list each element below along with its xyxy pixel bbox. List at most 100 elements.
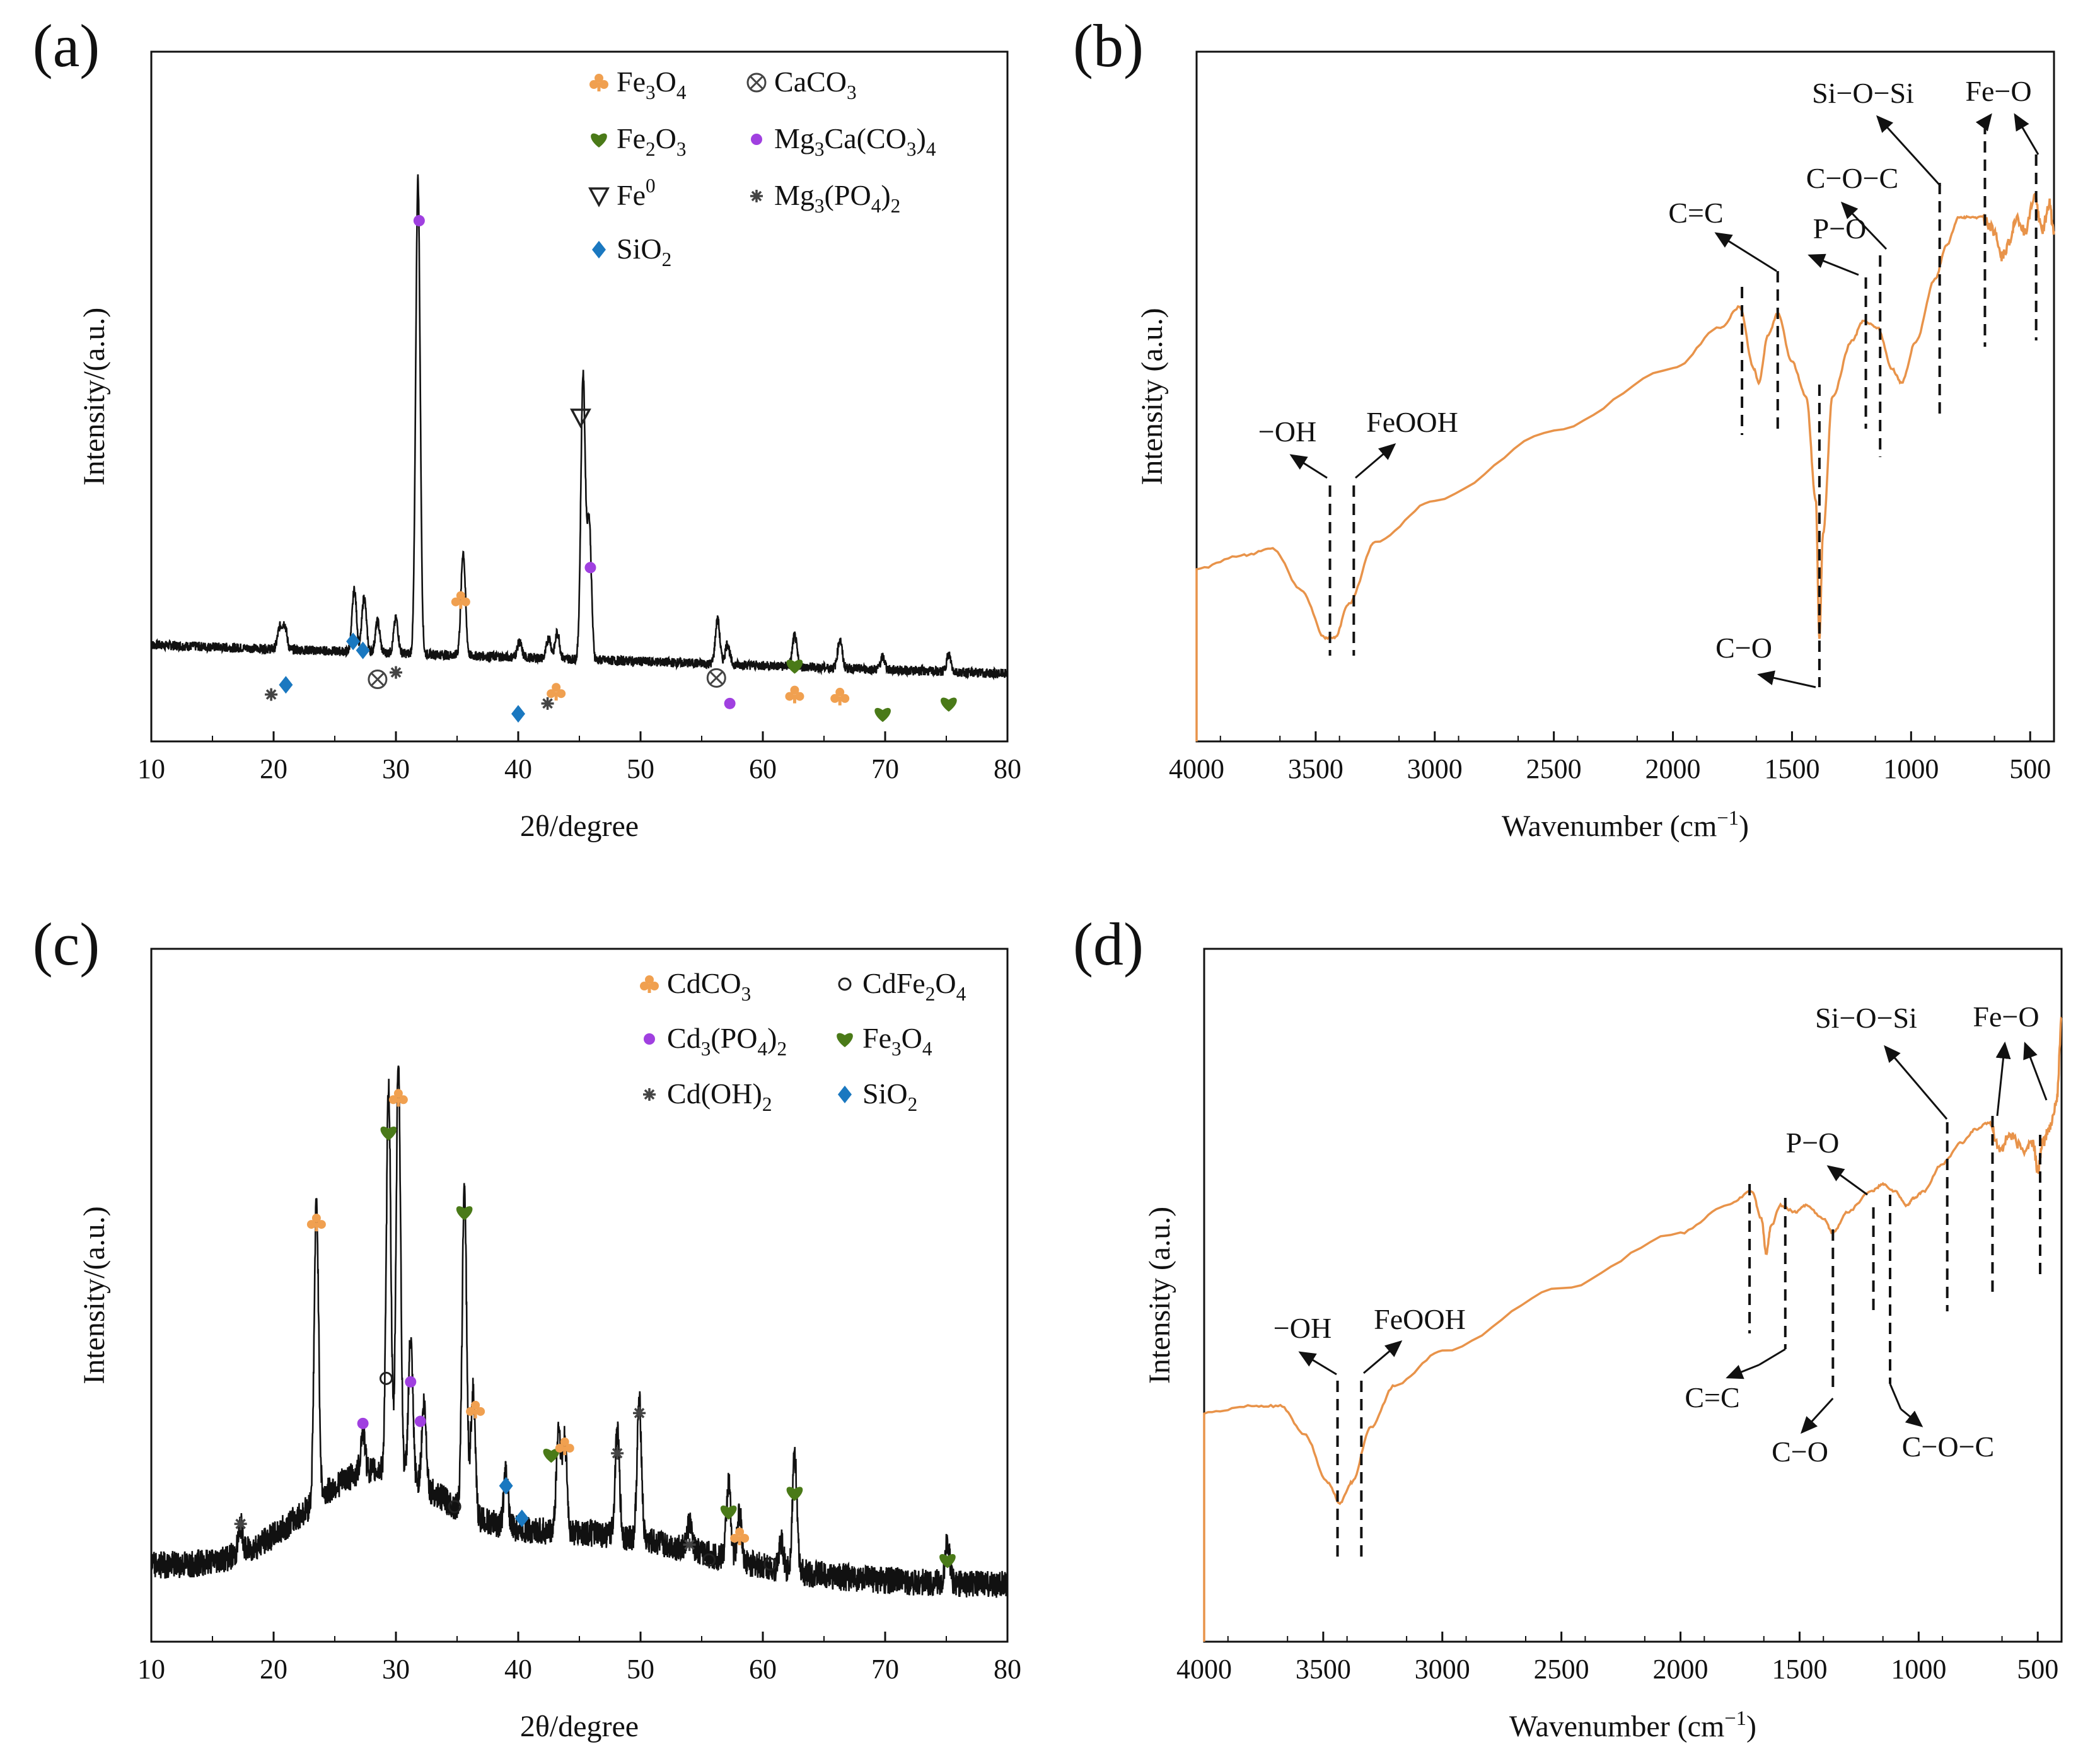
x-tick-label: 4000 [1176,1654,1232,1685]
annotation-line [1889,1383,1902,1410]
peak-marker-club-part [554,692,558,701]
x-tick-label: 2000 [1645,753,1701,784]
peak-marker-club-part [735,1527,745,1536]
legend-label: Fe3O4 [617,66,687,103]
peak-marker-heart [941,697,957,712]
panel-a: (a) 10 20 30 40 50 60 70 80 2θ/degree Intensity/(a… [33,12,1021,843]
peak-marker-circle [763,1557,777,1571]
x-tick-label: 60 [749,753,777,784]
x-tick-label: 20 [260,753,287,784]
legend-symbol-star-rays [750,190,763,202]
peak-marker-otimes-cross [370,672,385,687]
x-axis-label: Wavenumber (cm−1) [1502,807,1749,843]
legend-symbol-club-part [595,74,603,83]
peak-marker-star-rays [683,1538,696,1552]
x-tick-label: 3500 [1288,753,1343,784]
peak-marker-club-part [393,1089,403,1098]
peak-marker-club-part [830,693,840,703]
annotation-label: FeOOH [1366,406,1458,438]
peak-marker-club-part [795,692,804,701]
annotation-label: C−O [1715,632,1772,664]
legend: CdCO3 CdFe2O4 Cd3(PO4)2 Fe3O4 Cd(OH)2 SiO2 [640,967,966,1115]
annotation-label: Fe−O [1965,75,2031,107]
x-tick-label: 2000 [1653,1654,1709,1685]
x-tick-label: 40 [504,753,532,784]
annotation-label: −OH [1274,1312,1332,1344]
peak-marker-club-part [557,689,566,699]
x-tick-label: 40 [504,1654,532,1685]
y-axis-label: Intensity/(a.u.) [78,1206,111,1384]
legend-symbol-star-rays [643,1088,656,1101]
x-tick-label: 60 [749,1654,777,1685]
peak-marker-club [466,1400,485,1419]
plot-frame [150,50,1009,743]
peak-marker-club [555,1437,574,1456]
annotation-label: −OH [1258,415,1316,448]
annotation-label: Si−O−Si [1815,1002,1917,1034]
annotation-arrow [1826,1165,1868,1196]
x-tick-label: 80 [994,753,1021,784]
annotation-label: Si−O−Si [1812,77,1914,109]
peak-marker-otimes-cross [709,671,724,685]
annotation-label: C−O−C [1902,1430,1994,1463]
legend-label: Cd(OH)2 [667,1077,772,1115]
legend-symbol-otimes [746,73,767,93]
peak-marker-club-part [471,1400,480,1410]
legend-label: CdCO3 [667,967,751,1005]
peak-marker-dot [413,215,425,227]
legend-label: Fe3O4 [862,1022,932,1060]
legend-symbol-club-part [600,80,608,89]
peak-marker-club [451,591,470,609]
plot-frame [1203,948,2063,1643]
legend-symbol-dot [644,1033,655,1045]
peak-marker-club-part [398,1095,408,1105]
legend-symbol-club [589,74,608,91]
legend-symbol-otimes-ring [746,73,767,93]
annotation-arrow [1995,1042,2011,1117]
annotation-arrow [2023,1042,2048,1101]
peak-marker-club-part [397,1098,400,1107]
peak-marker-club-part [473,1409,477,1419]
legend-label: Cd3(PO4)2 [667,1022,787,1060]
peak-marker-heart [786,659,803,674]
plot-frame [1195,50,2055,743]
x-tick-label: 30 [382,753,410,784]
peak-marker-club-part [306,1220,316,1229]
peak-marker-otimes [706,668,726,688]
annotation-arrow [1840,201,1888,250]
peak-marker-club-part [459,600,463,609]
x-tick-label: 20 [260,1654,287,1685]
annotation-arrow [1807,253,1859,276]
peak-marker-club-part [838,696,842,705]
annotation-arrow [1726,1364,1760,1379]
peak-marker-dot [405,1376,417,1388]
peak-marker-heart [380,1126,397,1141]
x-tick-label: 1500 [1764,753,1819,784]
ftir-trace [1195,192,2055,741]
annotation-label: C−O−C [1806,162,1898,194]
peak-marker-club-part [785,692,794,701]
annotation-arrow [1289,454,1328,479]
peak-marker-club-part [315,1222,318,1232]
peak-marker-otimes-ring [706,668,726,688]
peak-marker-club-part [461,597,470,606]
legend-label: Fe0 [617,175,656,211]
legend-symbol-club-part [640,982,649,990]
x-tick-label: 500 [2009,753,2051,784]
peak-marker-diamond [356,641,370,659]
legend-label: Fe2O3 [617,122,687,160]
x-axis-label: 2θ/degree [520,809,639,843]
annotation-label: C−O [1772,1436,1828,1468]
y-axis-label: Intensity (a.u.) [1143,1207,1176,1384]
x-tick-label: 50 [627,1654,654,1685]
peak-marker-diamond [346,632,361,651]
annotation-arrow [1884,1045,1948,1120]
x-axis-label: Wavenumber (cm−1) [1509,1707,1756,1743]
annotation-arrow [1363,1340,1403,1374]
peak-marker-club-part [840,693,850,703]
legend: Fe3O4 CaCO3 Fe2O3 Mg3Ca(CO3)4 Fe0 Mg3(PO4)2 Si… [588,66,936,270]
xrd-trace [150,174,1008,681]
peak-marker-club-part [790,685,799,695]
peak-marker-club-part [316,1220,326,1229]
x-tick-label: 10 [137,1654,165,1685]
